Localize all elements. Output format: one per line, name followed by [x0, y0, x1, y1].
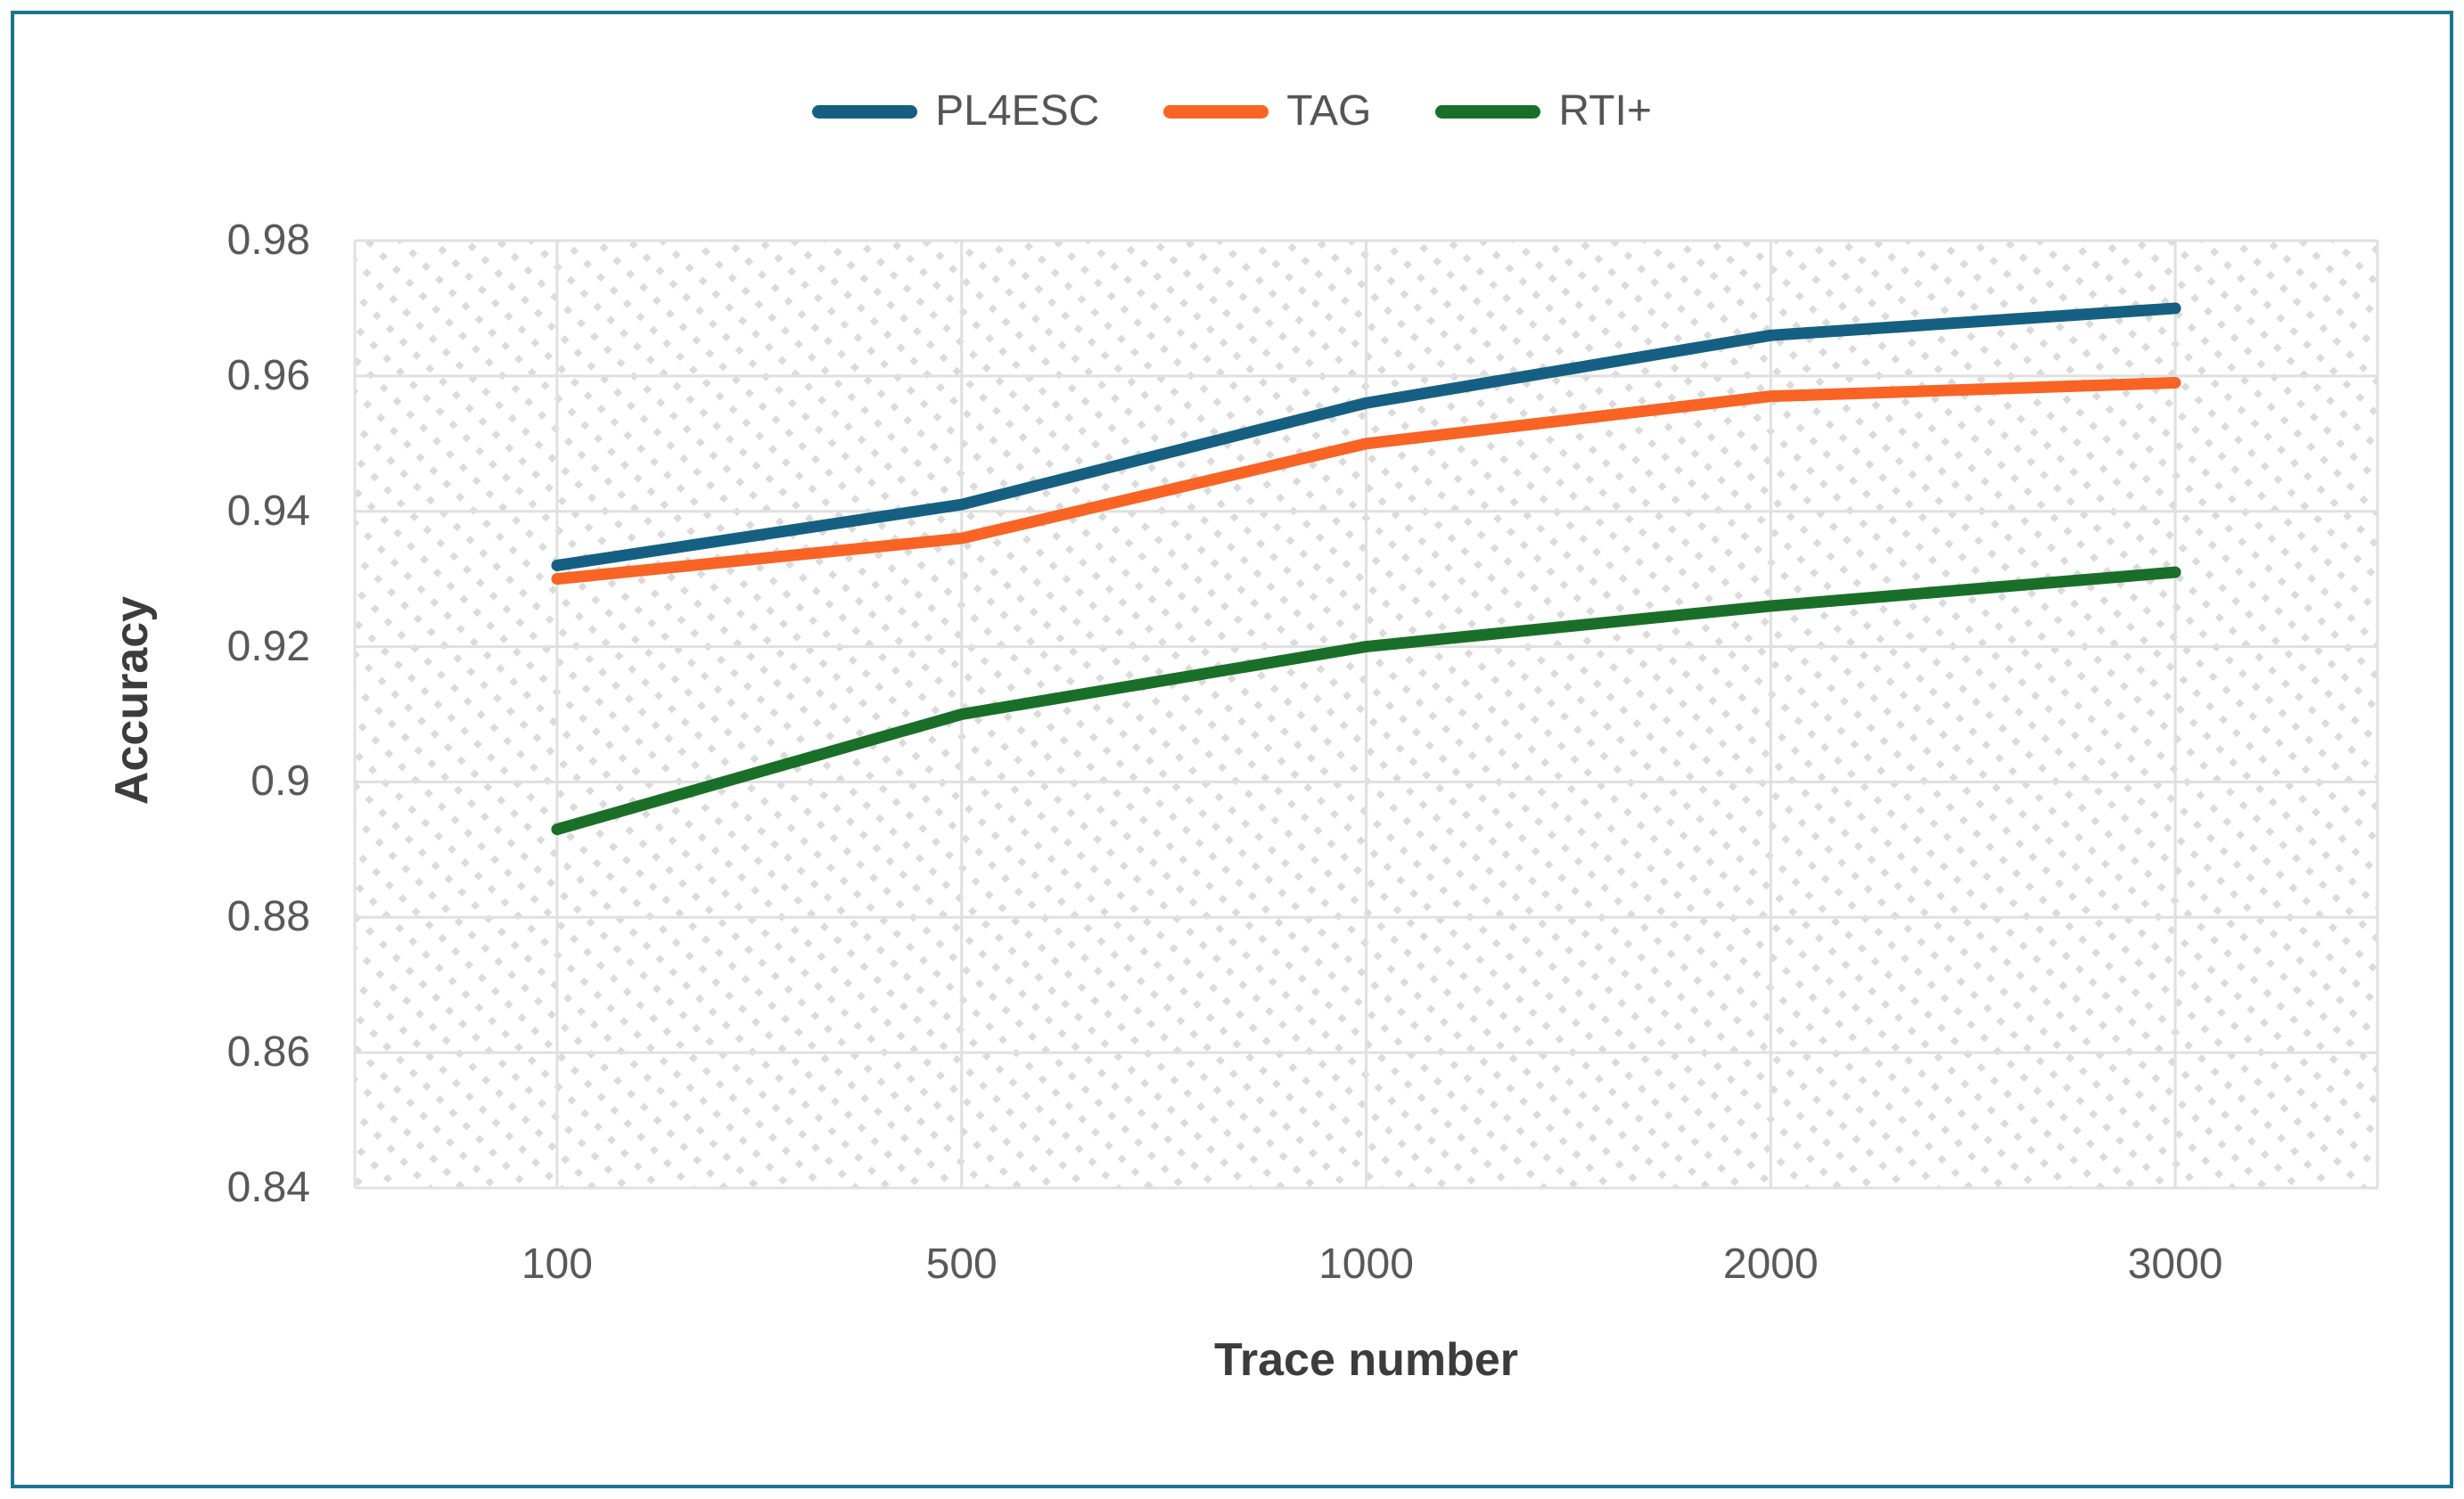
- series-line-tag: [551, 376, 2181, 586]
- y-axis-title: Accuracy: [106, 595, 158, 806]
- y-tick-label: 0.9: [251, 758, 310, 806]
- legend-marker-icon: [812, 104, 918, 119]
- y-tick-label: 0.84: [226, 1164, 310, 1211]
- legend-label: PL4ESC: [935, 87, 1100, 135]
- y-tick-label: 0.92: [226, 622, 310, 670]
- y-tick-label: 0.96: [226, 351, 310, 399]
- y-tick-label: 0.98: [226, 217, 310, 264]
- x-tick-label: 3000: [2127, 1241, 2223, 1288]
- legend-marker-icon: [1435, 104, 1541, 119]
- legend-label: RTI+: [1558, 87, 1652, 135]
- x-tick-label: 1000: [1318, 1241, 1414, 1288]
- legend-item-tag: TAG: [1163, 90, 1371, 133]
- x-axis-title: Trace number: [1213, 1334, 1519, 1386]
- x-tick-label: 500: [925, 1241, 998, 1288]
- series-line-pl4esc: [551, 302, 2181, 571]
- y-tick-label: 0.94: [226, 487, 310, 535]
- legend-item-pl4esc: PL4ESC: [812, 90, 1099, 133]
- legend-label: TAG: [1286, 87, 1372, 135]
- y-tick-label: 0.88: [226, 893, 310, 941]
- chart-legend: PL4ESC TAG RTI+: [0, 82, 2464, 141]
- legend-marker-icon: [1163, 104, 1269, 119]
- x-tick-label: 2000: [1722, 1241, 1819, 1288]
- series-line-rti: [551, 566, 2181, 836]
- legend-item-rti: RTI+: [1435, 87, 1652, 135]
- y-tick-label: 0.86: [226, 1028, 310, 1077]
- x-tick-label: 100: [521, 1241, 593, 1288]
